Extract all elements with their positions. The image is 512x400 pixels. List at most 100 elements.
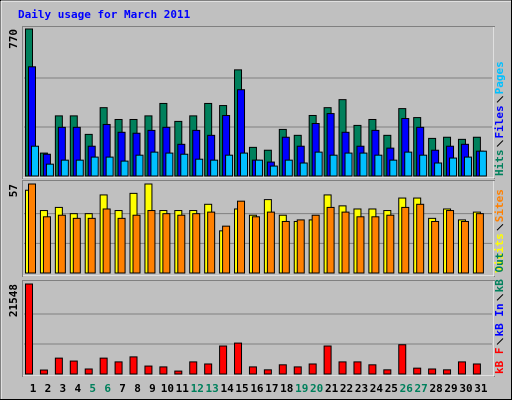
bar (87, 217, 96, 274)
x-tick-label: 27 (415, 382, 428, 395)
bar (293, 366, 302, 375)
x-tick-label: 4 (74, 382, 81, 395)
bar (434, 162, 443, 177)
x-tick-label: 16 (250, 382, 264, 395)
x-tick-label: 7 (119, 382, 126, 395)
bar (457, 361, 466, 375)
bar (344, 152, 353, 177)
bar (419, 154, 428, 177)
x-tick-label: 12 (191, 382, 204, 395)
legend-separator (496, 338, 504, 345)
x-tick-label: 18 (280, 382, 293, 395)
bar (404, 151, 413, 177)
x-tick-label: 13 (206, 382, 219, 395)
bar (135, 154, 144, 177)
x-tick-label: 5 (89, 382, 96, 395)
x-tick-label: 22 (340, 382, 353, 395)
bar (105, 156, 114, 177)
bar (263, 369, 272, 375)
legend-label: Visits (493, 233, 506, 273)
x-tick-label: 6 (104, 382, 111, 395)
bar (45, 163, 54, 177)
bar (284, 159, 293, 177)
legend-separator (496, 223, 504, 231)
legend-label: kB In (493, 303, 506, 336)
x-tick-label: 31 (474, 382, 488, 395)
bar (475, 213, 484, 274)
bar (204, 363, 213, 375)
bar (225, 154, 234, 177)
bar (54, 357, 63, 375)
bar (99, 357, 108, 375)
bar (401, 206, 410, 274)
bar (449, 157, 458, 177)
bar (371, 216, 380, 274)
x-tick-label: 24 (370, 382, 384, 395)
x-tick-label: 30 (459, 382, 472, 395)
legend-separator (496, 140, 504, 147)
legend-label: kB Out (493, 253, 506, 293)
x-tick-label: 26 (400, 382, 414, 395)
bar (210, 159, 219, 177)
x-tick-label: 23 (355, 382, 368, 395)
bar (431, 220, 440, 274)
bar (195, 158, 204, 177)
panel (22, 280, 495, 377)
x-tick-label: 11 (176, 382, 190, 395)
bar (42, 216, 51, 274)
bar (472, 363, 481, 375)
bar (177, 214, 186, 274)
bar (120, 160, 129, 177)
bar (413, 367, 422, 375)
bar (353, 361, 362, 375)
bar (72, 217, 81, 274)
bar (75, 159, 84, 177)
bar (428, 368, 437, 375)
bar (416, 203, 425, 274)
bar (102, 208, 111, 274)
bar (446, 210, 455, 274)
bar (374, 154, 383, 177)
bar (237, 200, 246, 274)
bar (269, 165, 278, 177)
bar (356, 216, 365, 274)
bar (386, 214, 395, 274)
legend-label: Hits (493, 150, 506, 177)
bar (311, 214, 320, 274)
bar (478, 150, 487, 177)
bar (57, 214, 66, 274)
bar (308, 363, 317, 375)
bar (398, 344, 407, 375)
x-tick-label: 3 (60, 382, 67, 395)
bar (144, 365, 153, 375)
bar (254, 159, 263, 177)
bar (222, 225, 231, 274)
bar (463, 156, 472, 177)
bar (296, 219, 305, 274)
y-tick-label: 770 (7, 29, 20, 49)
x-tick-label: 15 (235, 382, 248, 395)
bar (159, 366, 168, 375)
x-tick-label: 14 (220, 382, 234, 395)
bar (359, 152, 368, 177)
bar (180, 153, 189, 177)
bar (69, 360, 78, 375)
bar (389, 159, 398, 177)
bar (368, 364, 377, 375)
bar (266, 211, 275, 274)
x-tick-label: 29 (444, 382, 457, 395)
bar (240, 152, 249, 177)
bar (31, 145, 39, 177)
bar (281, 220, 290, 274)
bar (28, 183, 36, 274)
legend-separator (496, 294, 504, 301)
bar (174, 370, 183, 375)
bar (326, 206, 335, 274)
bar (207, 211, 216, 274)
bar (314, 151, 323, 177)
bar (383, 369, 392, 375)
bar (132, 214, 141, 274)
bar (129, 356, 138, 375)
bar (117, 217, 126, 274)
bar (39, 369, 48, 375)
